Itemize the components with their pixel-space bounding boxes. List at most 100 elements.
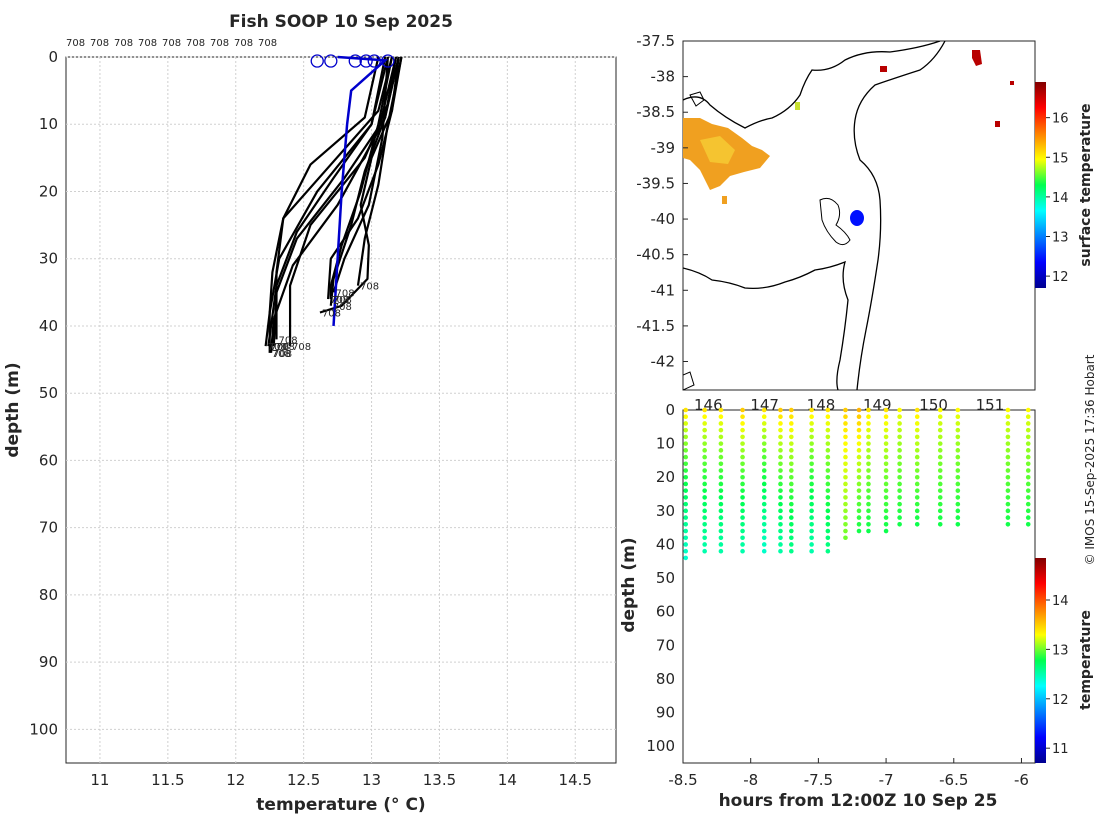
- map-colorbar-ticks: 1213141516: [1046, 112, 1069, 285]
- cast-point: [719, 448, 724, 453]
- cast-point: [956, 441, 961, 446]
- cast-point: [809, 468, 814, 473]
- cast-point: [719, 509, 724, 514]
- map-colorbar-tick-label: 15: [1052, 151, 1069, 166]
- cast-point: [762, 448, 767, 453]
- cast-point: [683, 542, 688, 547]
- timeline-y-tick-label: 50: [656, 569, 675, 587]
- cast-point: [809, 522, 814, 527]
- timeline-y-tick-label: 60: [656, 603, 675, 621]
- timeline-colorbar-tick-label: 13: [1052, 643, 1069, 658]
- profile-plot: 708 708 708 708 708 708 708 708 708 708708708708…: [3, 38, 616, 815]
- cast-point: [843, 509, 848, 514]
- cast-point: [897, 421, 902, 426]
- cast-point: [762, 475, 767, 480]
- cast-point: [866, 461, 871, 466]
- cast-point: [956, 414, 961, 419]
- map-y-tick-label: -41.5: [636, 317, 675, 335]
- profile-y-label: depth (m): [3, 362, 23, 457]
- cast-point: [826, 455, 831, 460]
- cast-point: [843, 441, 848, 446]
- cast-point: [843, 408, 848, 413]
- cast-point: [809, 461, 814, 466]
- cast-point: [789, 482, 794, 487]
- cast-point: [938, 522, 943, 527]
- cast-point: [826, 435, 831, 440]
- cast-point: [866, 428, 871, 433]
- cast-point: [956, 495, 961, 500]
- cast-point: [778, 495, 783, 500]
- cast-point: [740, 502, 745, 507]
- cast-point: [719, 529, 724, 534]
- cast-point: [866, 509, 871, 514]
- cast-point: [956, 455, 961, 460]
- cast-point: [1026, 441, 1031, 446]
- cast-point: [762, 414, 767, 419]
- sst-map: -37.5-38-38.5-39-39.5-40-40.5-41-41.5-42…: [636, 32, 1094, 414]
- cast-point: [789, 549, 794, 554]
- profile-x-tick-label: 12.5: [287, 771, 320, 789]
- timeline-colorbar-tick-label: 14: [1052, 594, 1069, 609]
- cast-point: [938, 414, 943, 419]
- sst-hot-speck: [1010, 81, 1014, 85]
- cast-point: [956, 428, 961, 433]
- cast-point: [884, 475, 889, 480]
- cast-point: [719, 421, 724, 426]
- profile-end-label: 708: [360, 282, 379, 293]
- cast-point: [809, 535, 814, 540]
- map-y-tick-label: -40: [651, 210, 676, 228]
- cast-point: [956, 461, 961, 466]
- cast-point: [762, 542, 767, 547]
- cast-point: [809, 529, 814, 534]
- profile-x-label: temperature (° C): [256, 795, 425, 815]
- cast-point: [956, 488, 961, 493]
- timeline-colorbar-tick-label: 11: [1052, 742, 1069, 757]
- cast-point: [884, 515, 889, 520]
- cast-point: [719, 502, 724, 507]
- cast-point: [866, 468, 871, 473]
- cast-point: [938, 435, 943, 440]
- cast-point: [1026, 495, 1031, 500]
- cast-point: [740, 529, 745, 534]
- cast-point: [809, 502, 814, 507]
- profile-y-ticks: 0102030405060708090100: [29, 48, 58, 738]
- cast-point: [857, 502, 862, 507]
- cast-point: [843, 448, 848, 453]
- cast-point: [1006, 435, 1011, 440]
- cast-point: [826, 509, 831, 514]
- figure-title: Fish SOOP 10 Sep 2025: [229, 12, 453, 32]
- cast-point: [789, 488, 794, 493]
- cast-point: [1006, 509, 1011, 514]
- cast-point: [1006, 522, 1011, 527]
- cast-point: [826, 408, 831, 413]
- timeline-y-tick-label: 10: [656, 435, 675, 453]
- cast-point: [683, 509, 688, 514]
- cast-point: [702, 461, 707, 466]
- cast-point: [702, 542, 707, 547]
- cast-point: [915, 495, 920, 500]
- cast-point: [866, 455, 871, 460]
- cast-point: [915, 408, 920, 413]
- cast-point: [778, 448, 783, 453]
- cast-point: [915, 441, 920, 446]
- cast-point: [719, 549, 724, 554]
- cast-point: [702, 529, 707, 534]
- cast-point: [826, 414, 831, 419]
- cast-point: [897, 488, 902, 493]
- cast-point: [789, 509, 794, 514]
- cast-point: [683, 461, 688, 466]
- cast-point: [683, 448, 688, 453]
- cast-point: [702, 549, 707, 554]
- profile-x-tick-label: 12: [226, 771, 245, 789]
- cast-point: [762, 515, 767, 520]
- cast-point: [843, 461, 848, 466]
- cast-point: [740, 455, 745, 460]
- profile-y-tick-label: 100: [29, 720, 58, 738]
- cast-point: [683, 488, 688, 493]
- cast-point: [719, 435, 724, 440]
- cast-point: [789, 502, 794, 507]
- cast-point: [826, 482, 831, 487]
- cast-point: [826, 461, 831, 466]
- cast-point: [762, 529, 767, 534]
- cast-point: [1006, 482, 1011, 487]
